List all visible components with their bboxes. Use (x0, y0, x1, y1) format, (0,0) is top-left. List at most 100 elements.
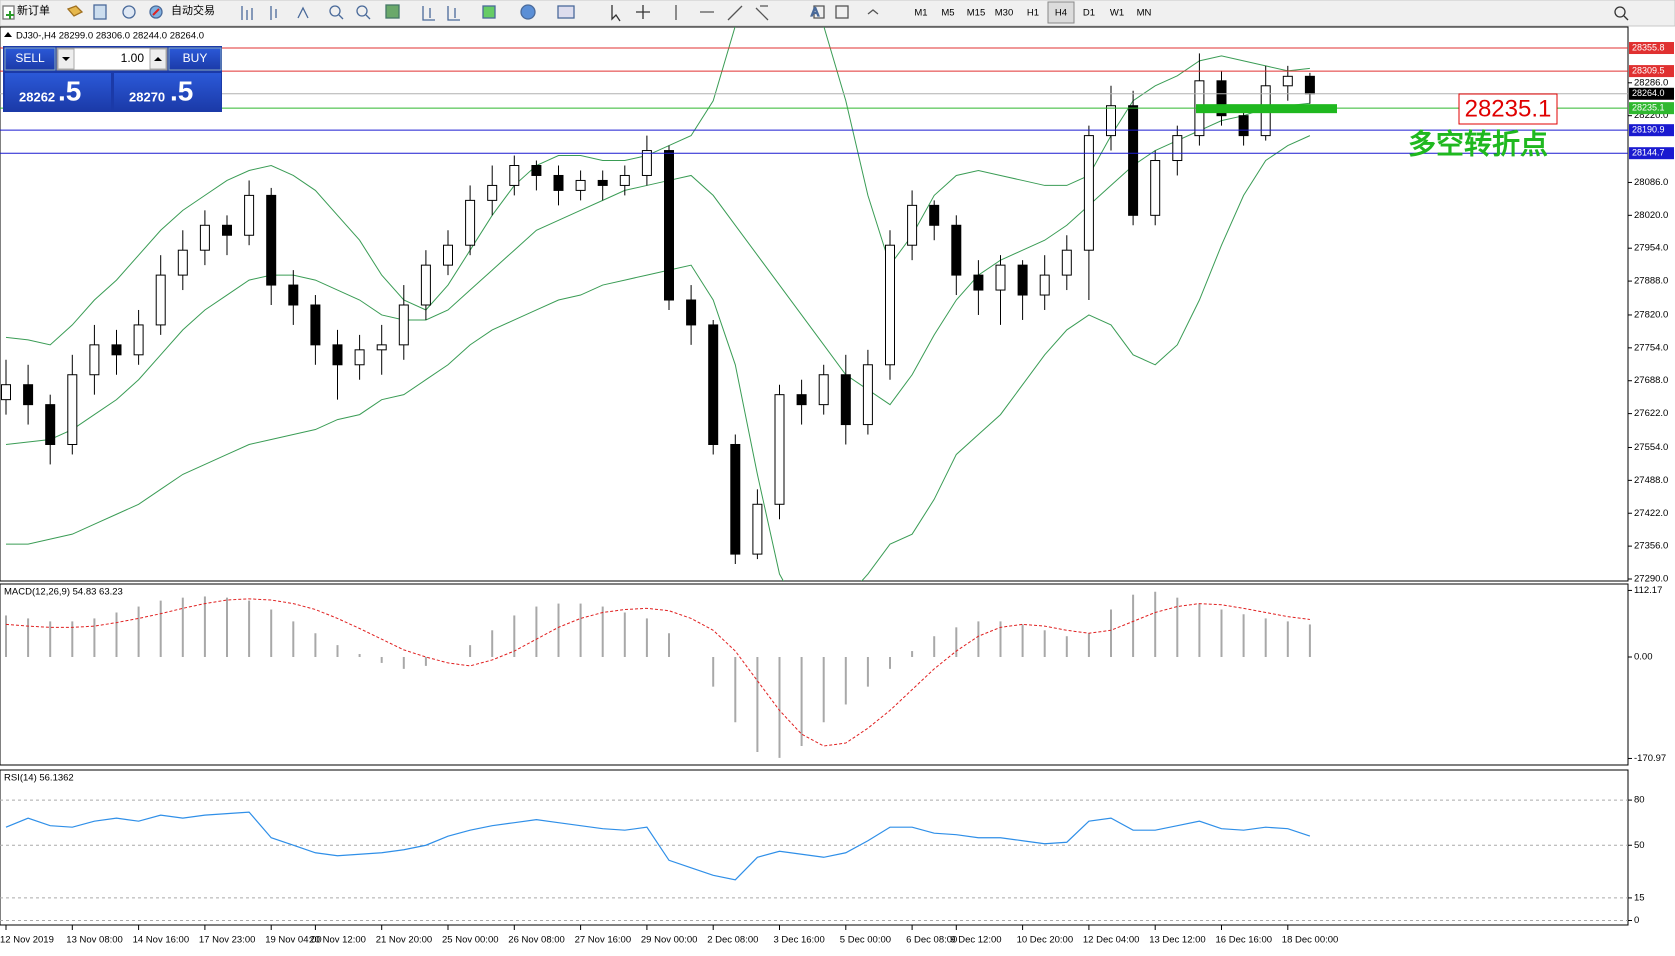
timeframe-button[interactable]: MN (1137, 8, 1152, 19)
timeframe-button[interactable]: M5 (941, 8, 954, 19)
timeframe-button[interactable]: M30 (995, 8, 1013, 19)
price-tag-label: 28309.5 (1632, 65, 1665, 75)
candle-body (1150, 160, 1161, 216)
candle-body (487, 184, 498, 201)
candle-body (774, 394, 785, 505)
candle-body (1304, 75, 1315, 95)
x-tick-label: 12 Nov 2019 (0, 935, 54, 946)
indicator-title: RSI(14) 56.1362 (4, 773, 74, 784)
candle-body (951, 224, 962, 276)
candle-body (1216, 80, 1227, 117)
macd-plot (5, 591, 1311, 758)
y-tick-label: 80 (1634, 795, 1645, 806)
candle-body (45, 404, 56, 445)
x-tick-label: 3 Dec 16:00 (774, 935, 825, 946)
buy-quote[interactable] (114, 73, 221, 111)
candle-body (310, 304, 321, 346)
candle-body (1017, 264, 1028, 296)
pivot-marker (1196, 104, 1337, 114)
x-tick-label: 10 Dec 20:00 (1017, 935, 1074, 946)
y-tick-label: 15 (1634, 892, 1645, 903)
sell-pips[interactable]: .5 (58, 75, 81, 106)
sell-button[interactable] (4, 47, 56, 71)
sell-price[interactable]: 28262 (19, 89, 55, 104)
timeframe-button[interactable]: D1 (1083, 8, 1095, 19)
candle-body (443, 244, 453, 266)
candle-body (885, 244, 895, 366)
candle-body (376, 344, 387, 351)
candle-body (641, 150, 652, 176)
y-tick-label: 28286.0 (1634, 77, 1668, 88)
price-tag (1629, 147, 1674, 160)
lots-input[interactable] (56, 47, 168, 71)
lots-value[interactable]: 1.00 (121, 51, 145, 65)
x-tick-label: 5 Dec 00:00 (840, 935, 891, 946)
y-tick-label: 112.17 (1634, 585, 1662, 596)
chart-title: DJ30-,H4 28299.0 28306.0 28244.0 28264.0 (16, 31, 204, 42)
y-tick-label: 27754.0 (1634, 342, 1668, 353)
candle-body (1, 384, 11, 401)
timeframe-button[interactable]: H1 (1027, 8, 1039, 19)
candle-body (89, 344, 100, 376)
y-tick-label: 27290.0 (1634, 574, 1668, 585)
price-tag (1629, 102, 1674, 115)
x-tick-label: 26 Nov 08:00 (508, 935, 565, 946)
buy-price[interactable]: 28270 (129, 89, 165, 104)
y-tick-label: -170.97 (1634, 753, 1666, 764)
buy-button[interactable] (168, 47, 222, 71)
y-tick-label: 27356.0 (1634, 541, 1668, 552)
x-tick-label: 20 Nov 12:00 (309, 935, 366, 946)
x-tick-label: 6 Dec 08:00 (906, 935, 957, 946)
y-tick-label: 27888.0 (1634, 276, 1668, 287)
signal-line (5, 598, 1310, 747)
candle-body (332, 344, 343, 366)
candle-body (973, 274, 984, 291)
timeframe-button[interactable]: H4 (1055, 8, 1067, 19)
candle-body (553, 174, 564, 191)
candle-body (23, 384, 34, 406)
y-tick-label: 27422.0 (1634, 508, 1668, 519)
buy-pips[interactable]: .5 (170, 75, 193, 106)
toolbar-button[interactable]: 自动交易 (171, 3, 215, 17)
price-tag-label: 28190.9 (1632, 125, 1665, 135)
candle-body (67, 374, 78, 445)
candle-body (664, 150, 674, 301)
timeframe-button[interactable]: W1 (1110, 8, 1124, 19)
x-tick-label: 21 Nov 20:00 (376, 935, 433, 946)
main-panel (0, 26, 1629, 582)
candle-body (531, 165, 542, 176)
svg-text:A: A (811, 5, 819, 19)
buy-label[interactable]: BUY (183, 51, 208, 65)
arrow-up (154, 57, 162, 61)
timeframe-button[interactable]: M15 (967, 8, 985, 19)
x-tick-label: 17 Nov 23:00 (199, 935, 256, 946)
timeframe-button[interactable]: M1 (914, 8, 927, 19)
y-tick-label: 27688.0 (1634, 375, 1668, 386)
candle-body (840, 374, 851, 426)
candle-body (686, 299, 697, 326)
x-tick-label: 27 Nov 16:00 (575, 935, 632, 946)
x-tick-label: 9 Dec 12:00 (950, 935, 1001, 946)
y-tick-label: 28220.0 (1634, 110, 1668, 121)
y-tick-label: 27554.0 (1634, 442, 1668, 453)
price-tag-label: 28264.0 (1632, 88, 1665, 98)
candle-body (862, 364, 873, 426)
candle-body (575, 179, 586, 191)
y-tick-label: 27622.0 (1634, 408, 1668, 419)
axes: 28286.0 28220.0 28086.0 28020.0 27954.0 27888… (0, 42, 1674, 946)
candle-body (398, 304, 409, 346)
candle-body (1172, 135, 1183, 162)
y-tick-label: 27488.0 (1634, 475, 1668, 486)
sell-quote[interactable] (5, 73, 111, 111)
candle-body (111, 344, 122, 356)
candle-body (199, 224, 210, 251)
candle-body (796, 394, 807, 406)
candle-body (222, 224, 232, 236)
candle-body (133, 324, 144, 356)
toolbar-button[interactable]: 新订单 (17, 3, 50, 17)
main-plot (0, 27, 1628, 581)
x-tick-label: 13 Dec 12:00 (1149, 935, 1206, 946)
candle-body (1128, 105, 1139, 216)
sell-label[interactable]: SELL (15, 51, 45, 65)
